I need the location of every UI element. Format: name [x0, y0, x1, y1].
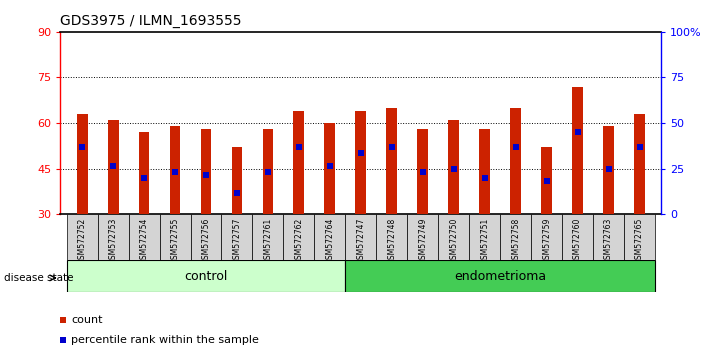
Bar	[324, 123, 336, 214]
Bar	[469, 214, 501, 260]
Text: GSM572752: GSM572752	[77, 218, 87, 264]
Bar	[634, 114, 645, 214]
Text: GSM572753: GSM572753	[109, 218, 117, 264]
Bar	[593, 214, 624, 260]
Text: count: count	[71, 315, 103, 325]
Text: percentile rank within the sample: percentile rank within the sample	[71, 335, 260, 345]
Text: GSM572747: GSM572747	[356, 218, 365, 264]
Bar	[603, 126, 614, 214]
Text: disease state: disease state	[4, 273, 73, 283]
Text: GSM572762: GSM572762	[294, 218, 304, 264]
Bar	[501, 214, 531, 260]
Text: GSM572761: GSM572761	[264, 218, 272, 264]
Bar	[221, 214, 252, 260]
Bar	[449, 120, 459, 214]
Bar	[479, 129, 490, 214]
Bar	[356, 111, 366, 214]
Bar	[386, 108, 397, 214]
Bar	[417, 129, 428, 214]
Bar	[170, 126, 181, 214]
Text: GSM572756: GSM572756	[201, 218, 210, 264]
Text: endometrioma: endometrioma	[454, 270, 546, 282]
Text: GSM572763: GSM572763	[604, 218, 613, 264]
Bar	[346, 260, 655, 292]
Text: GSM572758: GSM572758	[511, 218, 520, 264]
Bar	[541, 147, 552, 214]
Bar	[262, 129, 273, 214]
Text: control: control	[184, 270, 228, 282]
Bar	[438, 214, 469, 260]
Text: GSM572748: GSM572748	[387, 218, 396, 264]
Text: GSM572754: GSM572754	[139, 218, 149, 264]
Bar	[232, 147, 242, 214]
Bar	[294, 111, 304, 214]
Bar	[376, 214, 407, 260]
Text: GSM572760: GSM572760	[573, 218, 582, 264]
Bar	[129, 214, 159, 260]
Bar	[191, 214, 221, 260]
Bar	[77, 114, 87, 214]
Bar	[107, 120, 119, 214]
Text: GSM572764: GSM572764	[326, 218, 334, 264]
Bar	[314, 214, 346, 260]
Bar	[510, 108, 521, 214]
Text: GSM572749: GSM572749	[418, 218, 427, 264]
Bar	[139, 132, 149, 214]
Bar	[159, 214, 191, 260]
Text: GSM572755: GSM572755	[171, 218, 179, 264]
Text: GDS3975 / ILMN_1693555: GDS3975 / ILMN_1693555	[60, 14, 242, 28]
Bar	[572, 86, 583, 214]
Text: GSM572757: GSM572757	[232, 218, 242, 264]
Bar	[67, 260, 346, 292]
Bar	[407, 214, 438, 260]
Bar	[346, 214, 376, 260]
Bar	[562, 214, 593, 260]
Text: GSM572765: GSM572765	[635, 218, 644, 264]
Bar	[252, 214, 284, 260]
Bar	[201, 129, 211, 214]
Bar	[67, 214, 97, 260]
Bar	[284, 214, 314, 260]
Bar	[531, 214, 562, 260]
Text: GSM572751: GSM572751	[480, 218, 489, 264]
Text: GSM572759: GSM572759	[542, 218, 551, 264]
Bar	[624, 214, 655, 260]
Text: GSM572750: GSM572750	[449, 218, 458, 264]
Bar	[97, 214, 129, 260]
